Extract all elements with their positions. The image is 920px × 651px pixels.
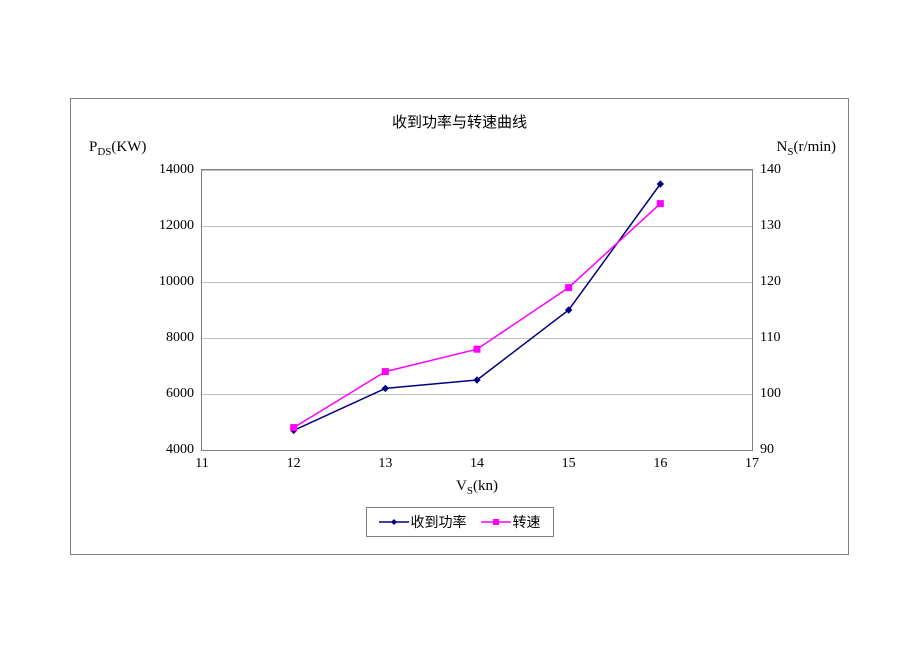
x-tick-label: 16 (640, 456, 680, 472)
x-tick-label: 11 (182, 456, 222, 472)
series-marker (382, 369, 388, 375)
x-tick-label: 14 (457, 456, 497, 472)
y2-tick-label: 120 (760, 274, 810, 290)
y1-axis-label: PDS(KW) (89, 139, 146, 158)
chart-svg (202, 170, 752, 450)
legend-item: 转速 (481, 512, 541, 532)
y2-tick-label: 100 (760, 386, 810, 402)
legend-item: 收到功率 (379, 512, 467, 532)
y1-tick-label: 8000 (134, 330, 194, 346)
plot-area: VS(kn) 400060008000100001200014000901001… (201, 169, 753, 451)
chart-frame: 收到功率与转速曲线 PDS(KW) NS(r/min) VS(kn) 40006… (70, 98, 849, 555)
x-axis-label: VS(kn) (202, 478, 752, 497)
series-marker (382, 385, 388, 391)
series-marker (474, 346, 480, 352)
y2-axis-label: NS(r/min) (777, 139, 836, 158)
series-line (294, 204, 661, 428)
y2-tick-label: 110 (760, 330, 810, 346)
series-marker (657, 201, 663, 207)
y2-tick-label: 140 (760, 162, 810, 178)
y1-tick-label: 12000 (134, 218, 194, 234)
legend-label: 收到功率 (411, 512, 467, 532)
y1-tick-label: 10000 (134, 274, 194, 290)
y1-tick-label: 14000 (134, 162, 194, 178)
x-tick-label: 15 (549, 456, 589, 472)
y2-tick-label: 130 (760, 218, 810, 234)
x-tick-label: 13 (365, 456, 405, 472)
series-marker (291, 425, 297, 431)
x-tick-label: 17 (732, 456, 772, 472)
legend-swatch (379, 516, 409, 528)
legend: 收到功率 转速 (366, 507, 554, 537)
legend-label: 转速 (513, 512, 541, 532)
series-marker (566, 285, 572, 291)
legend-swatch (481, 516, 511, 528)
chart-title: 收到功率与转速曲线 (71, 111, 848, 132)
x-tick-label: 12 (274, 456, 314, 472)
y1-tick-label: 6000 (134, 386, 194, 402)
